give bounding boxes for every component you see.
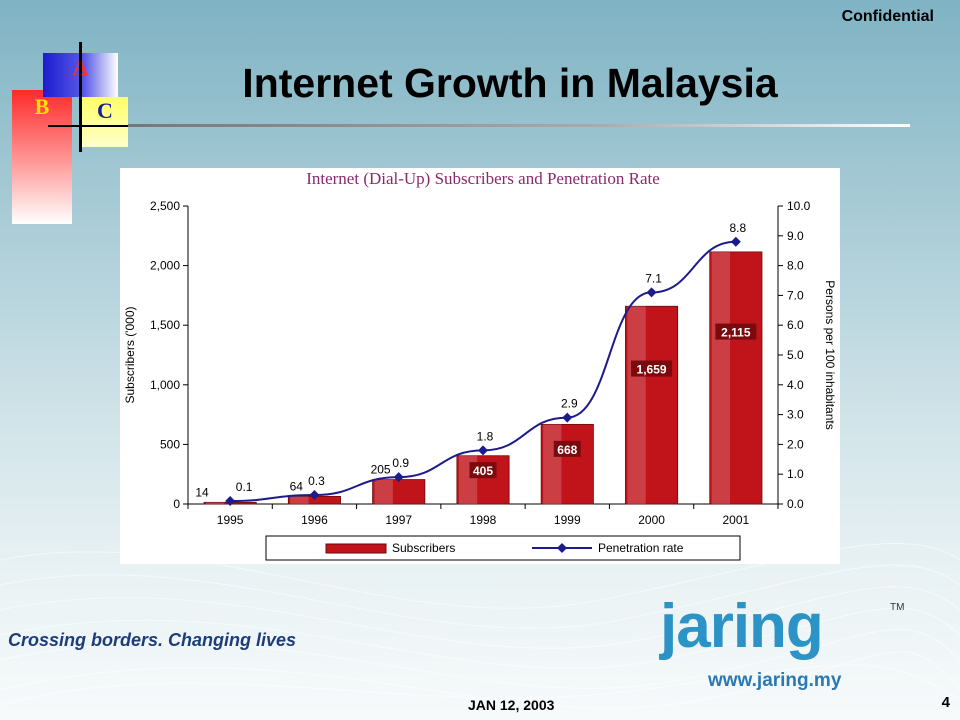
x-tick-label: 2000 bbox=[638, 513, 665, 527]
line-point bbox=[562, 412, 573, 423]
y2-tick-label: 3.0 bbox=[787, 408, 804, 422]
bar-value-label: 205 bbox=[371, 463, 391, 477]
y2-tick-label: 4.0 bbox=[787, 378, 804, 392]
title-underline bbox=[128, 124, 910, 127]
line-value-label: 0.3 bbox=[308, 474, 325, 488]
trademark: TM bbox=[890, 602, 905, 613]
line-point bbox=[393, 472, 404, 483]
bar bbox=[540, 423, 594, 505]
y2-tick-label: 2.0 bbox=[787, 437, 804, 451]
line-value-label: 8.8 bbox=[730, 221, 747, 235]
bar bbox=[709, 251, 763, 505]
legend-line-marker bbox=[557, 543, 567, 553]
logo-square-c: C bbox=[82, 97, 128, 147]
line-value-label: 0.1 bbox=[236, 480, 253, 494]
line-value-label: 2.9 bbox=[561, 397, 578, 411]
x-tick-label: 1999 bbox=[554, 513, 581, 527]
bar-label-bg bbox=[631, 360, 673, 377]
y-tick-label: 2,000 bbox=[150, 259, 180, 273]
y2-tick-label: 0.0 bbox=[787, 497, 804, 511]
y2-tick-label: 1.0 bbox=[787, 467, 804, 481]
bar-highlight bbox=[374, 479, 393, 504]
y-tick-label: 1,500 bbox=[150, 318, 180, 332]
slide-title: Internet Growth in Malaysia bbox=[242, 60, 778, 106]
line-point bbox=[730, 236, 741, 247]
legend-label-penetration: Penetration rate bbox=[598, 541, 684, 555]
y-tick-label: 0 bbox=[173, 497, 180, 511]
line-point bbox=[646, 287, 657, 298]
bar-highlight bbox=[206, 502, 225, 504]
bar-highlight bbox=[543, 424, 562, 504]
y-tick-label: 500 bbox=[160, 437, 180, 451]
slide-date: JAN 12, 2003 bbox=[468, 697, 555, 713]
confidential-label: Confidential bbox=[841, 8, 934, 25]
legend-label-subscribers: Subscribers bbox=[392, 541, 455, 555]
line-point bbox=[225, 496, 236, 507]
bar-value-label: 14 bbox=[195, 485, 209, 499]
bar-label-bg bbox=[715, 323, 757, 340]
x-tick-label: 1997 bbox=[385, 513, 412, 527]
y2-tick-label: 7.0 bbox=[787, 288, 804, 302]
line-value-label: 0.9 bbox=[392, 456, 409, 470]
bar bbox=[625, 305, 679, 505]
abc-logo: B A C bbox=[10, 40, 135, 230]
line-value-label: 7.1 bbox=[645, 271, 662, 285]
bar-highlight bbox=[290, 496, 309, 504]
y-axis-label: Subscribers ('000) bbox=[123, 307, 137, 404]
bar-value-label: 64 bbox=[290, 479, 304, 493]
combo-chart: Internet (Dial-Up) Subscribers and Penet… bbox=[123, 169, 837, 561]
y-tick-label: 1,000 bbox=[150, 378, 180, 392]
legend-bar-swatch bbox=[325, 543, 387, 554]
logo-vertical-line bbox=[79, 42, 82, 152]
line-point bbox=[309, 490, 320, 501]
bar-highlight bbox=[711, 251, 731, 504]
x-tick-label: 2001 bbox=[723, 513, 750, 527]
jaring-logo: jaring TM www.jaring.my bbox=[660, 592, 904, 692]
chart-title: Internet (Dial-Up) Subscribers and Penet… bbox=[306, 169, 660, 188]
logo-horizontal-line bbox=[48, 125, 132, 127]
y2-axis-label: Persons per 100 inhabitants bbox=[823, 280, 837, 429]
x-tick-label: 1998 bbox=[470, 513, 497, 527]
bar-label-bg bbox=[553, 440, 581, 457]
bar-value-label: 2,115 bbox=[721, 326, 751, 340]
bar-highlight bbox=[627, 306, 646, 504]
y2-tick-label: 8.0 bbox=[787, 259, 804, 273]
chart-panel: Internet (Dial-Up) Subscribers and Penet… bbox=[120, 168, 840, 564]
line-point bbox=[478, 445, 488, 456]
y2-tick-label: 6.0 bbox=[787, 318, 804, 332]
brand-url: www.jaring.my bbox=[708, 670, 842, 691]
page-number: 4 bbox=[941, 694, 950, 711]
bar-value-label: 1,659 bbox=[637, 363, 667, 377]
bar-value-label: 405 bbox=[473, 464, 493, 478]
tagline: Crossing borders. Changing lives bbox=[8, 630, 297, 650]
x-tick-label: 1995 bbox=[217, 513, 244, 527]
bar-value-label: 668 bbox=[557, 443, 577, 457]
y2-tick-label: 10.0 bbox=[787, 199, 811, 213]
bar-label-bg bbox=[469, 462, 497, 479]
y2-tick-label: 5.0 bbox=[787, 348, 804, 362]
logo-square-b: B bbox=[12, 90, 72, 224]
line-value-label: 1.8 bbox=[477, 429, 494, 443]
y2-tick-label: 9.0 bbox=[787, 229, 804, 243]
y-tick-label: 2,500 bbox=[150, 199, 180, 213]
x-tick-label: 1996 bbox=[301, 513, 328, 527]
brand-name: jaring bbox=[660, 592, 824, 661]
